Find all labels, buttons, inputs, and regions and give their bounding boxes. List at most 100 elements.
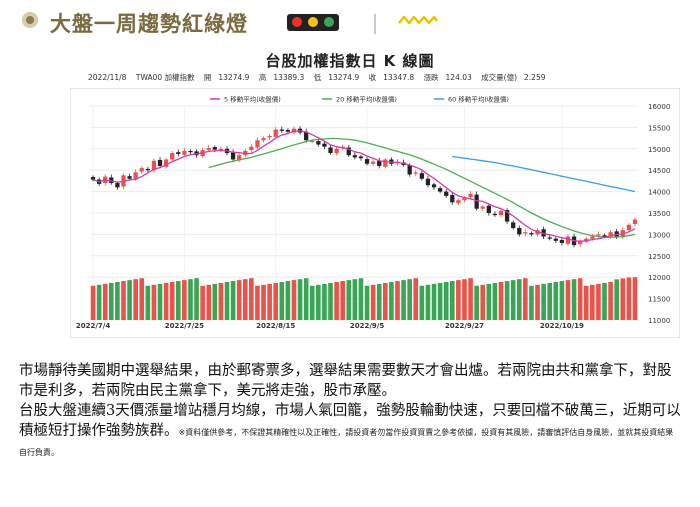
volume-bar xyxy=(145,285,151,320)
candle-body xyxy=(285,129,291,132)
candle-body xyxy=(504,210,510,222)
volume-bar xyxy=(565,280,571,320)
candle-body xyxy=(145,168,150,171)
candle-body xyxy=(602,235,607,237)
chart-legend: 5 移動平均(收盤價) 20 移動平均(收盤價) 60 移動平均(收盤價) xyxy=(210,95,509,104)
volume-bar xyxy=(194,278,199,320)
volume-bar xyxy=(425,284,431,320)
candle-body xyxy=(529,233,534,235)
candle-body xyxy=(480,206,485,209)
volume-bar xyxy=(157,283,163,320)
candle-body xyxy=(151,160,157,171)
x-tick-label: 2022/7/4 xyxy=(76,322,110,330)
traffic-light-icon xyxy=(287,14,339,31)
volume-bar xyxy=(401,280,406,320)
volume-bar xyxy=(498,281,504,320)
volume-bar xyxy=(523,278,528,320)
volume-bar xyxy=(285,281,291,320)
volume-bar xyxy=(456,280,461,320)
candle-body xyxy=(456,200,461,204)
volume-bar xyxy=(389,281,394,320)
candle-body xyxy=(322,143,327,147)
volume-bar xyxy=(632,277,638,320)
candle-body xyxy=(492,213,498,216)
volume-bar xyxy=(346,280,352,320)
volume-bar xyxy=(249,278,254,320)
candle-body xyxy=(377,160,382,166)
candle-body xyxy=(316,141,321,145)
candle-body xyxy=(559,239,565,243)
candle-body xyxy=(170,153,175,160)
candle-body xyxy=(425,178,431,186)
volume-bar xyxy=(340,281,346,320)
commentary-p2-text: 台股大盤連續3天價漲量增站穩月均線，市場人氣回籠，強勢股輪動快速，只要回檔不破萬… xyxy=(19,403,681,439)
volume-bar xyxy=(108,282,114,320)
volume-bar xyxy=(322,283,327,320)
volume-bar xyxy=(480,284,486,320)
volume-bar xyxy=(437,282,443,320)
candle-body xyxy=(346,147,351,156)
header-divider xyxy=(374,14,376,34)
red-light xyxy=(292,17,302,27)
volume-bar xyxy=(468,278,473,320)
candle-body xyxy=(163,159,169,167)
volume-bar xyxy=(602,282,607,320)
volume-bar xyxy=(504,281,510,320)
candle-body xyxy=(547,237,552,239)
candle-body xyxy=(212,147,217,150)
volume-bar xyxy=(212,283,218,320)
candle-body xyxy=(450,195,455,203)
ma20-line xyxy=(208,137,636,239)
volume-bar xyxy=(358,278,364,320)
candle-body xyxy=(596,234,601,236)
bullet-icon xyxy=(22,12,38,28)
info-change-label: 漲跌 xyxy=(423,73,439,82)
candle-body xyxy=(139,168,144,172)
candle-body xyxy=(468,193,473,198)
volume-bars xyxy=(90,277,638,320)
candle-body xyxy=(383,159,388,167)
volume-bar xyxy=(151,284,157,320)
volume-bar xyxy=(449,281,455,320)
commentary-p2: 台股大盤連續3天價漲量增站穩月均線，市場人氣回籠，強勢股輪動快速，只要回檔不破萬… xyxy=(19,401,681,461)
candle-body xyxy=(90,177,96,180)
info-code: TWA00 加權指數 xyxy=(135,73,195,82)
candle-body xyxy=(431,184,437,188)
y-axis: 16000 15500 15000 14500 14000 13500 13000 12500… xyxy=(648,103,670,325)
candle-body xyxy=(157,159,163,166)
y-tick-label: 11500 xyxy=(648,296,670,304)
chart-info-line: 2022/11/8 TWA00 加權指數 開 13274.9 高 13389.3 低… xyxy=(88,72,553,83)
volume-bar xyxy=(352,279,358,320)
candle-body xyxy=(310,141,315,143)
x-tick-label: 2022/8/15 xyxy=(256,322,295,330)
candle-body xyxy=(291,128,297,133)
volume-bar xyxy=(413,278,419,320)
volume-bar xyxy=(303,278,309,320)
volume-bar xyxy=(230,281,236,320)
volume-bar xyxy=(90,285,96,320)
candle-body xyxy=(255,140,260,148)
volume-bar xyxy=(486,283,492,320)
chart-title: 台股加權指數日 K 線圖 xyxy=(265,52,435,70)
volume-bar xyxy=(218,282,224,320)
volume-bar xyxy=(102,283,108,320)
info-change: 124.03 xyxy=(445,73,472,82)
candle-body xyxy=(115,183,120,188)
info-close: 13347.8 xyxy=(383,73,415,82)
candle-body xyxy=(352,155,357,158)
volume-bar xyxy=(559,281,565,320)
candle-body xyxy=(437,188,443,192)
candle-body xyxy=(182,150,187,155)
volume-bar xyxy=(96,284,102,320)
volume-bar xyxy=(236,280,242,320)
candle-body xyxy=(553,238,558,241)
volume-bar xyxy=(242,279,248,320)
candle-body xyxy=(176,152,181,154)
candle-body xyxy=(444,191,449,196)
volume-bar xyxy=(382,282,388,320)
volume-bar xyxy=(309,285,315,320)
volume-bar xyxy=(182,280,187,320)
candle-body xyxy=(565,236,571,244)
ma60-line xyxy=(452,155,636,193)
volume-bar xyxy=(364,285,370,320)
